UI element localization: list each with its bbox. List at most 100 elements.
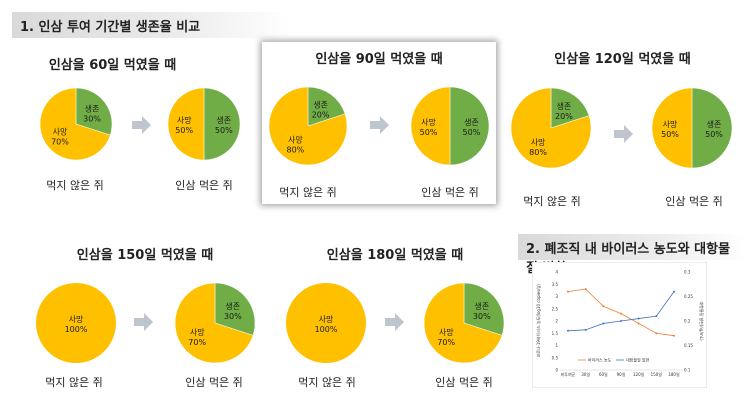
pie-label-name: 생존 bbox=[85, 103, 100, 113]
y-tick-label: 1.5 bbox=[552, 331, 559, 336]
y2-tick-label: 0.25 bbox=[684, 294, 693, 299]
pie-label-name: 생존 bbox=[474, 301, 489, 311]
data-point-substance bbox=[637, 317, 640, 320]
virus-line-chart: 0 0.5 1 1.5 2 2.5 3 3.5 4 0.1 0.15 0.2 0.25 0.3 비투여군 30… bbox=[532, 262, 707, 388]
pie-label-value: 100% bbox=[65, 325, 88, 334]
pie-slice-death bbox=[510, 87, 592, 169]
y-tick-label: 4 bbox=[555, 270, 558, 275]
caption-control: 먹지 않은 쥐 bbox=[45, 376, 103, 389]
x-tick-label: 비투여군 bbox=[561, 371, 576, 377]
data-point-virus bbox=[673, 334, 675, 337]
x-tick-label: 30일 bbox=[581, 371, 590, 377]
period-title-180: 인삼을 180일 먹였을 때 bbox=[326, 248, 464, 263]
period-title-120: 인삼을 120일 먹였을 때 bbox=[554, 52, 691, 67]
x-tick-label: 60일 bbox=[599, 371, 608, 377]
pie-slice-survive bbox=[203, 87, 241, 161]
pie-label-value: 50% bbox=[215, 126, 233, 135]
pie-label-value: 100% bbox=[315, 325, 338, 334]
pie-slice-survive bbox=[307, 86, 346, 127]
caption-ginseng: 인삼 먹은 쥐 bbox=[421, 186, 479, 199]
pie-slice-death bbox=[423, 282, 503, 364]
period-title-90: 인삼을 90일 먹였을 때 bbox=[315, 52, 443, 67]
section-title-virus: 2. 폐조직 내 바이러스 농도와 대항물질 변화 bbox=[518, 234, 746, 276]
x-tick-label: 90일 bbox=[617, 371, 626, 377]
y-axis-label: 코로나-19바이러스 농도(log10 copies/g) bbox=[535, 284, 541, 358]
pie-label-value: 70% bbox=[437, 338, 455, 347]
pie-label-name: 사망 bbox=[663, 119, 678, 129]
pie-label-name: 생존 bbox=[707, 119, 722, 129]
caption-control: 먹지 않은 쥐 bbox=[523, 195, 581, 208]
x-tick-label: 150일 bbox=[651, 371, 663, 377]
y2-tick-label: 0.15 bbox=[684, 343, 693, 348]
caption-ginseng: 인삼 먹은 쥐 bbox=[185, 376, 243, 389]
pie-label-value: 80% bbox=[287, 145, 305, 154]
data-point-virus bbox=[620, 312, 622, 315]
data-point-virus bbox=[567, 290, 569, 293]
data-point-substance bbox=[655, 315, 658, 318]
pie-label-name: 사망 bbox=[439, 327, 454, 337]
pie-slice-death bbox=[268, 86, 348, 166]
arrow-right-icon bbox=[370, 116, 389, 134]
pie-label-value: 50% bbox=[420, 128, 438, 137]
y-tick-label: 0 bbox=[555, 368, 558, 373]
pie-slice-death bbox=[286, 283, 366, 363]
pie-slice-death bbox=[651, 87, 693, 169]
y-tick-label: 2 bbox=[555, 319, 558, 324]
pie-label-value: 20% bbox=[555, 112, 573, 121]
data-point-virus bbox=[584, 288, 587, 291]
pie-label-value: 30% bbox=[224, 312, 242, 321]
data-point-virus bbox=[637, 322, 640, 325]
y2-tick-label: 0.3 bbox=[684, 270, 691, 275]
pie-label-value: 20% bbox=[312, 111, 330, 120]
pie-label-value: 50% bbox=[463, 128, 481, 137]
pie-label-name: 생존 bbox=[216, 115, 231, 125]
pie-slice-survive bbox=[691, 87, 733, 169]
period-title-60: 인삼을 60일 먹였을 때 bbox=[48, 58, 177, 73]
line-chart-frame bbox=[532, 262, 707, 388]
pie-slice-death bbox=[39, 87, 111, 161]
data-point-substance bbox=[620, 320, 622, 322]
caption-ginseng: 인삼 먹은 쥐 bbox=[435, 376, 493, 389]
pie-label-name: 사망 bbox=[190, 327, 205, 337]
pie-slice-survive bbox=[463, 282, 505, 336]
caption-ginseng: 인삼 먹은 쥐 bbox=[175, 179, 233, 192]
pie-label-name: 생존 bbox=[225, 301, 240, 311]
y2-tick-label: 0.2 bbox=[684, 319, 691, 324]
pie-slice-death bbox=[167, 87, 205, 161]
pie-label-name: 사망 bbox=[421, 117, 436, 127]
pie-label-name: 사망 bbox=[319, 314, 334, 324]
y2-tick-label: 0.1 bbox=[684, 368, 691, 373]
x-tick-label: 120일 bbox=[633, 371, 645, 377]
pie-label-name: 사망 bbox=[69, 314, 84, 324]
section-title-survival: 1. 인삼 투여 기간별 생존율 비교 bbox=[12, 12, 290, 38]
arrow-right-icon bbox=[132, 116, 151, 134]
pie-label-name: 생존 bbox=[557, 101, 572, 111]
pie-label-name: 생존 bbox=[313, 100, 328, 110]
pie-label-name: 사망 bbox=[288, 134, 303, 144]
caption-control: 먹지 않은 쥐 bbox=[46, 179, 104, 192]
y-tick-label: 1 bbox=[555, 343, 558, 348]
pie-slice-death bbox=[36, 283, 116, 363]
arrow-right-icon bbox=[134, 313, 153, 331]
pie-label-name: 사망 bbox=[53, 127, 68, 137]
caption-control: 먹지 않은 쥐 bbox=[279, 186, 337, 199]
pie-slice-survive bbox=[449, 86, 490, 166]
pie-label-value: 50% bbox=[175, 126, 193, 135]
y-tick-label: 3 bbox=[555, 294, 558, 299]
y-tick-label: 2.5 bbox=[552, 306, 559, 311]
y2-axis-label: 대항물질 발현(ng/mL) bbox=[699, 301, 705, 340]
data-point-virus bbox=[655, 332, 658, 335]
pie-label-value: 30% bbox=[473, 312, 491, 321]
y-tick-label: 0.5 bbox=[552, 355, 559, 360]
pie-label-value: 50% bbox=[705, 130, 723, 139]
period-title-150: 인삼을 150일 먹였을 때 bbox=[76, 248, 214, 263]
data-point-virus bbox=[602, 305, 605, 308]
